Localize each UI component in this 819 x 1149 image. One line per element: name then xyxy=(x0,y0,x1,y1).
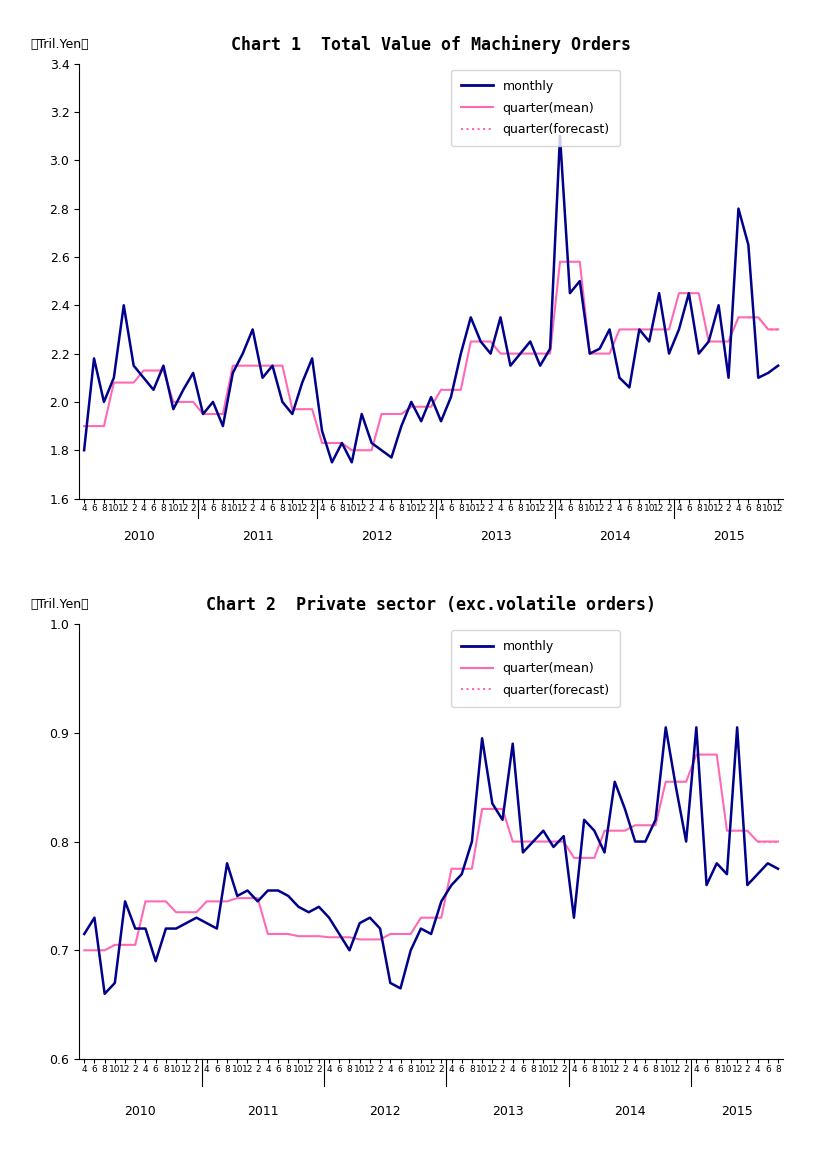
Text: （Tril.Yen）: （Tril.Yen） xyxy=(29,597,88,611)
Text: （Tril.Yen）: （Tril.Yen） xyxy=(29,38,88,51)
Text: 2015: 2015 xyxy=(722,1104,753,1118)
Text: 2013: 2013 xyxy=(480,530,511,543)
Legend: monthly, quarter(mean), quarter(forecast): monthly, quarter(mean), quarter(forecast… xyxy=(451,631,620,707)
Text: 2012: 2012 xyxy=(360,530,392,543)
Legend: monthly, quarter(mean), quarter(forecast): monthly, quarter(mean), quarter(forecast… xyxy=(451,70,620,146)
Text: 2014: 2014 xyxy=(614,1104,646,1118)
Text: 2010: 2010 xyxy=(123,530,155,543)
Text: 2015: 2015 xyxy=(713,530,744,543)
Text: 2013: 2013 xyxy=(491,1104,523,1118)
Text: 2010: 2010 xyxy=(124,1104,156,1118)
Title: Chart 1  Total Value of Machinery Orders: Chart 1 Total Value of Machinery Orders xyxy=(231,34,631,54)
Title: Chart 2  Private sector (exc.volatile orders): Chart 2 Private sector (exc.volatile ord… xyxy=(206,596,656,615)
Text: 2014: 2014 xyxy=(599,530,631,543)
Text: 2011: 2011 xyxy=(247,1104,278,1118)
Text: 2012: 2012 xyxy=(369,1104,401,1118)
Text: 2011: 2011 xyxy=(242,530,274,543)
